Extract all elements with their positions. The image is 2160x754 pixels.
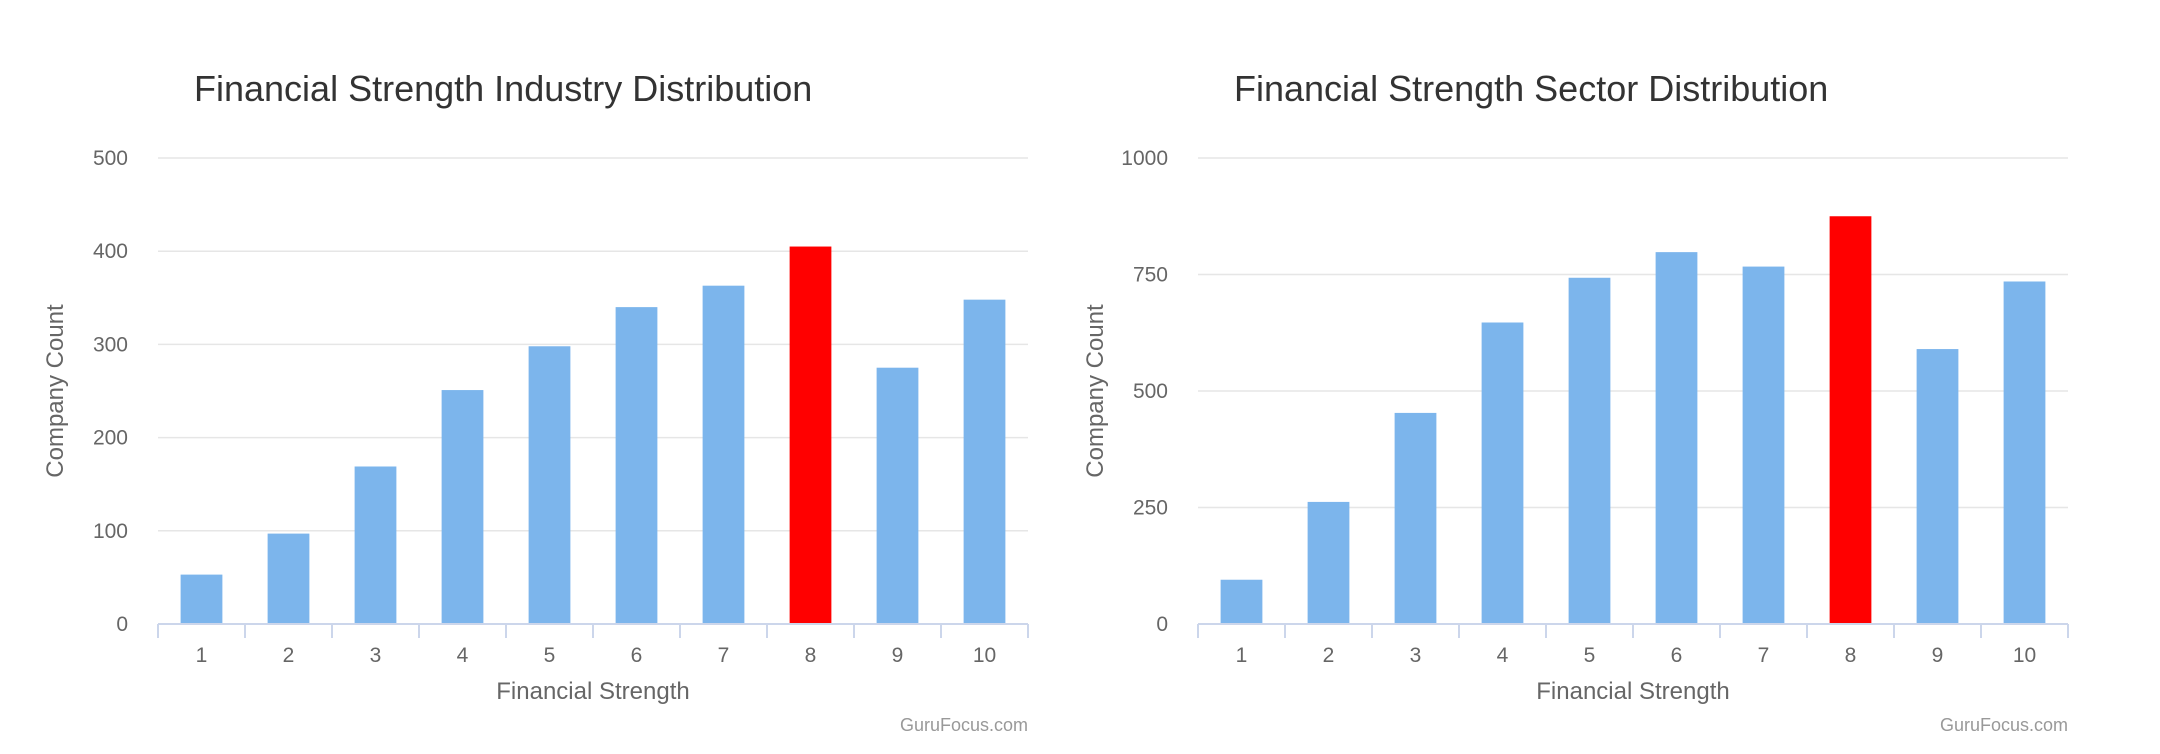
industry-credits: GuruFocus.com — [900, 715, 1028, 735]
sector-x-tick-label: 2 — [1323, 644, 1335, 667]
industry-x-tick-label: 5 — [544, 644, 556, 667]
industry-y-axis-title: Company Count — [42, 304, 69, 478]
sector-chart-svg: Financial Strength Sector Distribution 0 2… — [1082, 68, 2069, 735]
industry-y-tick-label: 0 — [116, 613, 128, 636]
sector-y-tick-label: 750 — [1133, 264, 1168, 287]
sector-x-axis-title: Financial Strength — [1536, 678, 1729, 705]
industry-bar-8 — [789, 246, 832, 625]
sector-y-tick-label: 500 — [1133, 380, 1168, 403]
sector-x-tick-label: 7 — [1758, 644, 1770, 667]
industry-x-tick-label: 7 — [718, 644, 730, 667]
sector-y-axis-title: Company Count — [1082, 304, 1109, 478]
industry-x-tick-label: 9 — [892, 644, 904, 667]
sector-y-tick-label: 0 — [1156, 613, 1168, 636]
industry-x-tick-label: 8 — [805, 644, 817, 667]
industry-bar-4 — [441, 390, 484, 624]
industry-bar-9 — [876, 367, 919, 624]
industry-x-tick-label: 3 — [370, 644, 382, 667]
industry-bar-3 — [354, 466, 397, 624]
sector-bar-6 — [1655, 252, 1698, 624]
sector-y-tick-label: 250 — [1133, 497, 1168, 520]
sector-bar-9 — [1916, 349, 1959, 624]
sector-bar-3 — [1394, 412, 1437, 624]
industry-y-tick-label: 100 — [93, 520, 128, 543]
industry-chart-svg: Financial Strength Industry Distribution… — [42, 68, 1029, 735]
industry-y-tick-label: 300 — [93, 333, 128, 356]
industry-bar-5 — [528, 346, 571, 624]
industry-x-tick-label: 10 — [973, 644, 996, 667]
industry-bar-7 — [702, 285, 745, 624]
sector-x-tick-label: 8 — [1845, 644, 1857, 667]
sector-distribution-chart: Financial Strength Sector Distribution 0 2… — [1040, 0, 2120, 754]
sector-bar-5 — [1568, 277, 1611, 624]
sector-x-tick-label: 3 — [1410, 644, 1422, 667]
industry-distribution-chart: Financial Strength Industry Distribution… — [42, 68, 1029, 735]
industry-bar-6 — [615, 307, 658, 624]
industry-bar-10 — [963, 299, 1006, 624]
industry-x-tick-label: 2 — [283, 644, 295, 667]
industry-chart-title: Financial Strength Industry Distribution — [194, 68, 812, 109]
industry-y-tick-label: 200 — [93, 427, 128, 450]
sector-bar-2 — [1307, 501, 1350, 624]
sector-x-tick-label: 9 — [1932, 644, 1944, 667]
sector-bar-8 — [1829, 216, 1872, 624]
sector-y-tick-label: 1000 — [1121, 147, 1168, 170]
industry-x-tick-label: 4 — [457, 644, 469, 667]
industry-x-tick-label: 1 — [196, 644, 208, 667]
sector-x-tick-label: 10 — [2013, 644, 2036, 667]
industry-x-axis-title: Financial Strength — [496, 678, 689, 705]
sector-bar-7 — [1742, 266, 1785, 624]
industry-y-tick-label: 400 — [93, 240, 128, 263]
sector-x-tick-label: 4 — [1497, 644, 1509, 667]
sector-x-tick-label: 6 — [1671, 644, 1683, 667]
industry-bar-2 — [267, 533, 310, 624]
industry-y-tick-label: 500 — [93, 147, 128, 170]
sector-chart-title: Financial Strength Sector Distribution — [1234, 68, 1828, 109]
sector-bar-4 — [1481, 322, 1524, 624]
sector-credits: GuruFocus.com — [1940, 715, 2068, 735]
sector-bar-10 — [2003, 281, 2046, 624]
industry-x-tick-label: 6 — [631, 644, 643, 667]
sector-bar-1 — [1220, 579, 1263, 624]
industry-bar-1 — [180, 574, 223, 624]
sector-x-tick-label: 5 — [1584, 644, 1596, 667]
sector-x-tick-label: 1 — [1236, 644, 1248, 667]
